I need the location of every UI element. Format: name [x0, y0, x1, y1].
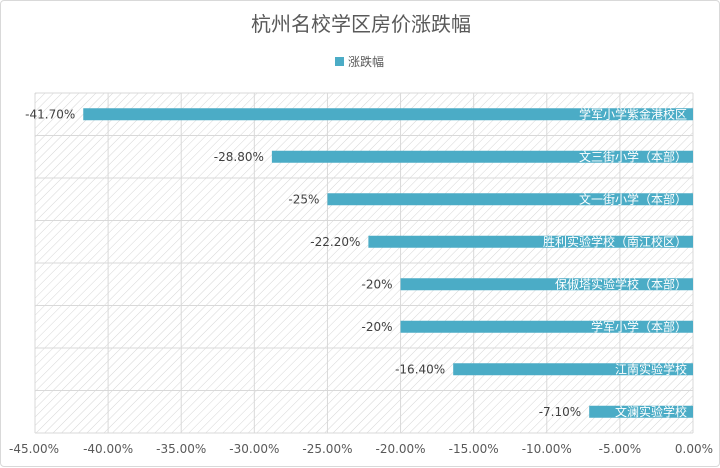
x-axis: -45.00% -40.00% -35.00% -30.00% -25.00% -20.0…: [9, 442, 713, 456]
bar: [589, 405, 693, 418]
x-tick-label: -20.00%: [376, 442, 426, 456]
bar: [368, 235, 693, 248]
legend-label: 涨跌幅: [348, 54, 384, 69]
legend: 涨跌幅: [335, 54, 384, 69]
x-tick-label: -5.00%: [599, 442, 641, 456]
bar: [400, 320, 693, 333]
bar: [83, 108, 693, 121]
value-label: -20%: [362, 277, 393, 291]
bar: [400, 278, 693, 291]
value-label: -16.40%: [395, 362, 445, 376]
value-label: -7.10%: [539, 405, 581, 419]
category-label: 文一街小学（本部）: [579, 191, 687, 206]
category-label: 文三街小学（本部）: [579, 149, 687, 164]
x-tick-label: -30.00%: [229, 442, 279, 456]
bar: [327, 193, 693, 206]
bar: [453, 363, 693, 376]
category-label: 保俶塔实验学校（本部）: [555, 276, 687, 291]
value-label: -22.20%: [310, 235, 360, 249]
category-label: 学军小学紫金港校区: [579, 106, 687, 121]
x-tick-label: 0.00%: [675, 442, 713, 456]
value-label: -20%: [362, 320, 393, 334]
category-band: [35, 390, 693, 433]
x-tick-label: -45.00%: [9, 442, 59, 456]
x-tick-label: -35.00%: [156, 442, 206, 456]
x-tick-label: -10.00%: [522, 442, 572, 456]
labels: -41.70% 学军小学紫金港校区 -28.80% 文三街小学（本部） -25% 文一街小…: [25, 106, 687, 419]
plot-area: [34, 92, 694, 434]
value-label: -41.70%: [25, 107, 75, 121]
category-label: 江南实验学校: [615, 361, 687, 376]
bar: [271, 150, 693, 163]
category-label: 胜利实验学校（南江校区）: [543, 234, 687, 249]
bars: [83, 108, 693, 418]
x-tick-label: -25.00%: [302, 442, 352, 456]
legend-swatch: [335, 57, 344, 66]
x-tick-label: -15.00%: [449, 442, 499, 456]
category-label: 学军小学（本部）: [591, 319, 687, 334]
x-tick-label: -40.00%: [83, 442, 133, 456]
chart-title: 杭州名校学区房价涨跌幅: [251, 12, 471, 36]
category-label: 文澜实验学校: [615, 404, 687, 419]
value-label: -25%: [288, 192, 319, 206]
value-label: -28.80%: [214, 150, 264, 164]
